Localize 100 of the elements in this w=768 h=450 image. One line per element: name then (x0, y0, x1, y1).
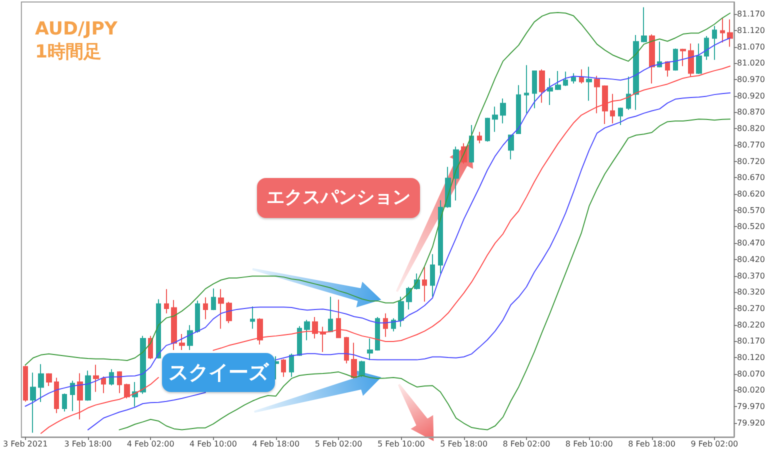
candlestick (586, 66, 592, 102)
x-tick-label: 4 Feb 10:00 (190, 440, 237, 448)
candlestick (602, 84, 608, 124)
candlestick (156, 298, 161, 360)
candlestick (38, 364, 44, 403)
candlestick (618, 107, 623, 126)
candlestick (257, 318, 263, 345)
candlestick (430, 254, 435, 298)
annotation: エクスパンション (256, 178, 420, 218)
candlestick (633, 34, 639, 110)
candlestick (54, 377, 59, 414)
candlestick (351, 342, 357, 379)
candlestick (179, 333, 185, 350)
candlestick (398, 296, 404, 328)
y-tick-label: 80.270 (737, 304, 766, 313)
y-tick-label: 81.120 (737, 26, 766, 35)
candlestick (688, 43, 694, 78)
candlestick (109, 368, 114, 386)
y-tick-label: 80.620 (737, 189, 766, 198)
y-tick-label: 80.220 (737, 320, 766, 330)
text: AUD/JPY (35, 18, 118, 40)
candlestick (101, 376, 106, 394)
candlestick (312, 316, 318, 340)
candlestick (657, 41, 662, 68)
y-tick-label: 80.020 (737, 386, 766, 395)
candlestick (164, 288, 169, 314)
line-series (24, 37, 731, 407)
x-tick-label: 9 Feb 02:00 (690, 440, 738, 448)
candlestick (250, 306, 255, 330)
candlestick (641, 6, 647, 43)
candlestick (610, 93, 615, 124)
candlestick (727, 18, 733, 48)
y-tick-label: 80.770 (737, 140, 766, 150)
candlestick (579, 68, 584, 84)
y-tick-label: 80.820 (737, 124, 766, 134)
candlestick (492, 106, 498, 132)
candlestick (422, 266, 427, 302)
y-tick-label: 80.870 (737, 108, 766, 117)
y-tick-label: 80.670 (737, 173, 766, 182)
candlestick (453, 146, 459, 202)
candlestick (438, 200, 443, 274)
candlestick (117, 370, 122, 394)
candlestick (70, 380, 75, 412)
x-tick-label: 5 Feb 18:00 (440, 440, 488, 448)
x-tick-label: 8 Feb 02:00 (502, 440, 550, 448)
candlestick (594, 75, 600, 114)
candlestick (704, 36, 709, 60)
x-tick-label: 5 Feb 10:00 (377, 440, 425, 448)
candlestick (359, 360, 365, 378)
candlestick (46, 372, 52, 386)
candlestick (93, 364, 99, 392)
candlestick (195, 300, 200, 334)
y-tick-label: 79.970 (737, 402, 766, 412)
y-tick-label: 80.370 (737, 271, 766, 280)
candlestick (218, 288, 224, 330)
candlestick (539, 68, 545, 104)
candlestick (563, 71, 568, 87)
y-tick-label: 80.920 (737, 91, 766, 100)
x-tick-label: 4 Feb 18:00 (252, 440, 300, 448)
y-tick-label: 80.120 (737, 353, 766, 362)
candlestick (171, 299, 177, 350)
candlestick (367, 338, 373, 361)
x-tick-label: 8 Feb 10:00 (565, 440, 613, 448)
candlestick (148, 335, 153, 360)
candlestick (649, 34, 655, 84)
x-tick-label: 4 Feb 02:00 (126, 440, 174, 448)
y-tick-label: 80.320 (737, 288, 766, 297)
x-tick-label: 8 Feb 18:00 (628, 440, 676, 448)
candlestick (187, 324, 193, 350)
annotation: スクイーズ (162, 353, 276, 392)
candlestick (124, 383, 130, 399)
y-tick-label: 80.470 (737, 238, 766, 248)
y-tick-label: 81.170 (737, 10, 766, 19)
candlestick (500, 98, 506, 124)
candlestick (289, 353, 294, 378)
candlestick (555, 70, 561, 90)
candlestick (23, 365, 28, 402)
y-tick-label: 80.720 (737, 156, 766, 166)
candlestick (281, 358, 286, 378)
candlestick (30, 372, 36, 434)
candlestick (297, 326, 302, 356)
candlestick (524, 64, 529, 114)
x-tick-label: 5 Feb 02:00 (314, 440, 362, 448)
candlestick (211, 288, 216, 311)
candlestick (485, 117, 490, 142)
candlestick (62, 393, 67, 412)
y-tick-label: 81.070 (737, 42, 766, 52)
y-tick-label: 80.070 (737, 369, 766, 378)
candlestick (304, 319, 310, 341)
y-tick-label: 81.020 (737, 58, 766, 68)
y-tick-label: 80.170 (737, 336, 766, 346)
candlestick (203, 296, 208, 320)
candlestick (720, 18, 725, 44)
candlestick (85, 370, 91, 402)
candlestick (571, 72, 576, 84)
candlestick (226, 301, 232, 324)
candlestick (712, 25, 717, 60)
candlestick (673, 48, 678, 72)
candlestick (626, 76, 631, 110)
candlestick (375, 316, 380, 352)
